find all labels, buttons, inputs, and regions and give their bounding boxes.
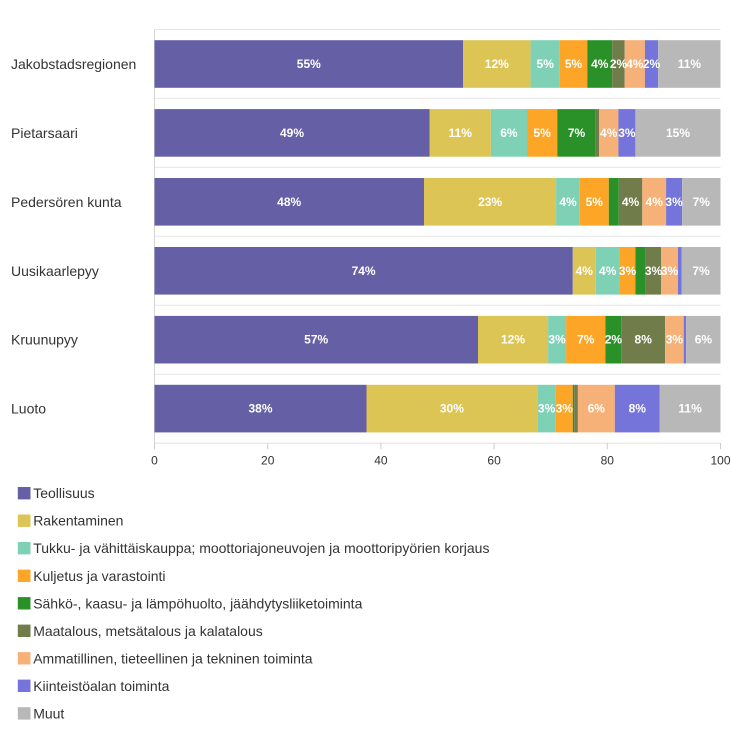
svg-text:Rakentaminen: Rakentaminen bbox=[33, 513, 123, 529]
svg-text:48%: 48% bbox=[277, 195, 301, 209]
svg-text:Luoto: Luoto bbox=[11, 401, 46, 417]
svg-text:4%: 4% bbox=[622, 195, 640, 209]
svg-text:80: 80 bbox=[601, 454, 615, 468]
svg-text:30%: 30% bbox=[440, 402, 464, 416]
svg-text:Jakobstadsregionen: Jakobstadsregionen bbox=[11, 56, 136, 72]
svg-text:8%: 8% bbox=[635, 333, 653, 347]
svg-text:2%: 2% bbox=[605, 333, 623, 347]
svg-text:57%: 57% bbox=[304, 333, 328, 347]
svg-text:5%: 5% bbox=[565, 57, 583, 71]
svg-text:5%: 5% bbox=[586, 195, 604, 209]
svg-text:4%: 4% bbox=[576, 264, 594, 278]
svg-text:15%: 15% bbox=[666, 126, 690, 140]
svg-text:6%: 6% bbox=[695, 333, 713, 347]
svg-text:3%: 3% bbox=[665, 195, 683, 209]
svg-text:0: 0 bbox=[151, 454, 158, 468]
svg-text:Ammatillinen, tieteellinen ja: Ammatillinen, tieteellinen ja tekninen t… bbox=[33, 650, 313, 666]
svg-text:3%: 3% bbox=[618, 126, 636, 140]
svg-text:4%: 4% bbox=[600, 126, 618, 140]
svg-text:2%: 2% bbox=[643, 57, 661, 71]
svg-text:3%: 3% bbox=[538, 402, 556, 416]
svg-text:4%: 4% bbox=[559, 195, 577, 209]
svg-text:38%: 38% bbox=[248, 402, 272, 416]
svg-text:3%: 3% bbox=[645, 264, 663, 278]
svg-text:3%: 3% bbox=[556, 402, 574, 416]
svg-text:40: 40 bbox=[374, 454, 388, 468]
svg-text:6%: 6% bbox=[588, 402, 606, 416]
svg-text:Kruunupyy: Kruunupyy bbox=[11, 332, 78, 348]
svg-text:3%: 3% bbox=[548, 333, 566, 347]
svg-text:7%: 7% bbox=[693, 195, 711, 209]
svg-text:4%: 4% bbox=[599, 264, 617, 278]
svg-text:2%: 2% bbox=[610, 57, 628, 71]
svg-text:11%: 11% bbox=[678, 57, 702, 71]
svg-text:3%: 3% bbox=[666, 333, 684, 347]
svg-text:23%: 23% bbox=[478, 195, 502, 209]
svg-text:55%: 55% bbox=[297, 57, 321, 71]
svg-text:Kiinteistöalan toiminta: Kiinteistöalan toiminta bbox=[33, 678, 169, 694]
svg-text:12%: 12% bbox=[501, 333, 525, 347]
svg-text:7%: 7% bbox=[568, 126, 586, 140]
svg-text:7%: 7% bbox=[692, 264, 710, 278]
svg-text:Tukku- ja vähittäiskauppa; moo: Tukku- ja vähittäiskauppa; moottoriajone… bbox=[33, 540, 489, 556]
svg-text:Teollisuus: Teollisuus bbox=[33, 485, 94, 501]
svg-text:20: 20 bbox=[261, 454, 275, 468]
svg-text:60: 60 bbox=[487, 454, 501, 468]
svg-text:5%: 5% bbox=[533, 126, 551, 140]
svg-text:8%: 8% bbox=[629, 402, 647, 416]
svg-text:3%: 3% bbox=[619, 264, 637, 278]
svg-text:Uusikaarlepyy: Uusikaarlepyy bbox=[11, 263, 99, 279]
svg-text:49%: 49% bbox=[280, 126, 304, 140]
svg-text:4%: 4% bbox=[591, 57, 609, 71]
svg-text:Muut: Muut bbox=[33, 705, 64, 721]
svg-text:12%: 12% bbox=[485, 57, 509, 71]
svg-text:Kuljetus ja varastointi: Kuljetus ja varastointi bbox=[33, 568, 165, 584]
svg-text:Maatalous, metsätalous ja kala: Maatalous, metsätalous ja kalatalous bbox=[33, 623, 263, 639]
svg-text:100: 100 bbox=[710, 454, 730, 468]
svg-text:Pietarsaari: Pietarsaari bbox=[11, 125, 78, 141]
svg-text:4%: 4% bbox=[626, 57, 644, 71]
svg-text:Sähkö-, kaasu- ja lämpöhuolto,: Sähkö-, kaasu- ja lämpöhuolto, jäähdytys… bbox=[33, 595, 362, 611]
svg-text:74%: 74% bbox=[352, 264, 376, 278]
svg-text:3%: 3% bbox=[661, 264, 679, 278]
svg-text:11%: 11% bbox=[678, 402, 702, 416]
svg-text:4%: 4% bbox=[646, 195, 664, 209]
svg-text:6%: 6% bbox=[500, 126, 518, 140]
svg-text:5%: 5% bbox=[537, 57, 555, 71]
svg-text:7%: 7% bbox=[577, 333, 595, 347]
svg-text:Pedersören kunta: Pedersören kunta bbox=[11, 194, 122, 210]
svg-text:11%: 11% bbox=[449, 126, 473, 140]
